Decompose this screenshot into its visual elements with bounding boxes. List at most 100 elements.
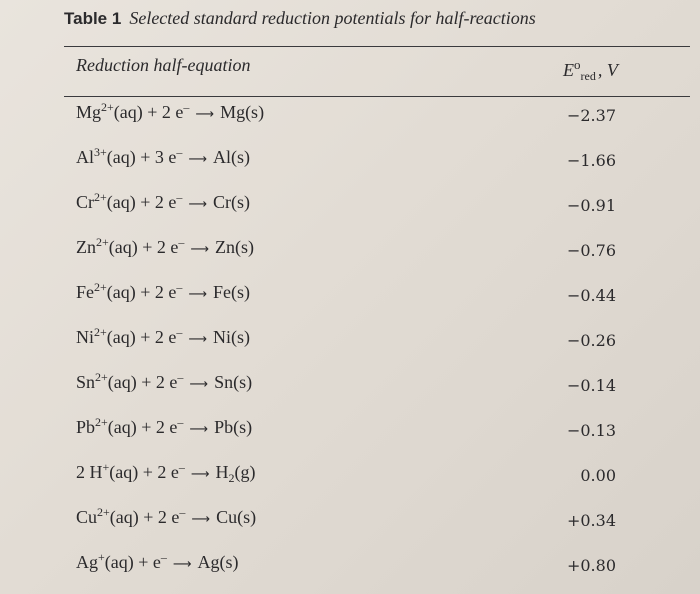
reaction-arrow-icon: ⟶ xyxy=(189,377,209,392)
electron-charge: – xyxy=(178,460,185,474)
top-rule xyxy=(64,46,690,47)
table-title: Selected standard reduction potentials f… xyxy=(129,8,536,28)
reactant-species: Al xyxy=(76,147,94,167)
table-row: Fe2+(aq) + 2 e– ⟶ Fe(s) −0.44 xyxy=(0,278,700,323)
reactant-state-electrons: (aq) + 3 e xyxy=(106,147,177,167)
reactant-state-electrons: (aq) + 2 e xyxy=(113,102,184,122)
potential-symbol: E xyxy=(563,60,574,80)
potential-value: +0.34 xyxy=(566,511,616,530)
reaction-arrow-icon: ⟶ xyxy=(188,152,208,167)
reactant-state-electrons: (aq) + 2 e xyxy=(107,372,178,392)
reactant-species: Cr xyxy=(76,192,94,212)
half-equation: Ni2+(aq) + 2 e– ⟶ Ni(s) xyxy=(76,325,250,348)
ion-charge: 2+ xyxy=(94,190,107,204)
ion-charge: 3+ xyxy=(94,145,107,159)
half-equation: Ag+(aq) + e– ⟶ Ag(s) xyxy=(76,550,239,573)
potential-value: −2.37 xyxy=(566,106,616,125)
electron-charge: – xyxy=(176,325,183,339)
product-species: Pb(s) xyxy=(214,417,253,437)
table-label: Table 1 xyxy=(64,9,122,28)
potential-value: −0.76 xyxy=(566,241,616,260)
reactant-state-electrons: (aq) + e xyxy=(104,552,161,572)
reaction-arrow-icon: ⟶ xyxy=(195,107,215,122)
ion-charge: 2+ xyxy=(96,235,109,249)
product-species: Cr(s) xyxy=(213,192,251,212)
potential-value: −0.44 xyxy=(566,286,616,305)
product-species: Ag(s) xyxy=(197,552,239,572)
half-equation: Fe2+(aq) + 2 e– ⟶ Fe(s) xyxy=(76,280,251,303)
ion-charge: 2+ xyxy=(97,505,110,519)
product-species: Mg(s) xyxy=(220,102,265,122)
ion-charge: 2+ xyxy=(101,100,114,114)
electron-charge: – xyxy=(177,415,184,429)
potential-value: −1.66 xyxy=(566,151,616,170)
electron-charge: – xyxy=(176,190,183,204)
reactant-state-electrons: (aq) + 2 e xyxy=(106,327,177,347)
table-caption: Table 1 Selected standard reduction poten… xyxy=(64,8,536,29)
potential-value: −0.26 xyxy=(566,331,616,350)
table-row: Ni2+(aq) + 2 e– ⟶ Ni(s) −0.26 xyxy=(0,323,700,368)
electron-charge: – xyxy=(160,550,167,564)
potential-unit: , V xyxy=(597,60,618,80)
potential-value: −0.13 xyxy=(566,421,616,440)
product-species: Sn(s) xyxy=(214,372,253,392)
reaction-arrow-icon: ⟶ xyxy=(188,332,208,347)
potential-subscript: red xyxy=(580,69,596,83)
potential-value: +0.80 xyxy=(566,556,616,575)
reaction-arrow-icon: ⟶ xyxy=(191,512,211,527)
table-row: 2 H+(aq) + 2 e– ⟶ H2(g) 0.00 xyxy=(0,458,700,503)
reaction-arrow-icon: ⟶ xyxy=(189,422,209,437)
potential-value: −0.14 xyxy=(566,376,616,395)
table-row: Ag+(aq) + e– ⟶ Ag(s) +0.80 xyxy=(0,548,700,593)
table-row: Pb2+(aq) + 2 e– ⟶ Pb(s) −0.13 xyxy=(0,413,700,458)
table-row: Mg2+(aq) + 2 e– ⟶ Mg(s) −2.37 xyxy=(0,98,700,143)
column-header-half-equation: Reduction half-equation xyxy=(76,55,251,75)
ion-charge: 2+ xyxy=(95,370,108,384)
electron-charge: – xyxy=(177,370,184,384)
ion-charge: + xyxy=(98,550,105,564)
half-equation: Al3+(aq) + 3 e– ⟶ Al(s) xyxy=(76,145,251,168)
product-species: H xyxy=(215,462,229,482)
half-equation: Cr2+(aq) + 2 e– ⟶ Cr(s) xyxy=(76,190,251,213)
potential-value: −0.91 xyxy=(566,196,616,215)
electron-charge: – xyxy=(179,505,186,519)
table-row: Cu2+(aq) + 2 e– ⟶ Cu(s) +0.34 xyxy=(0,503,700,548)
reactant-species: Pb xyxy=(76,417,96,437)
reactant-species: Fe xyxy=(76,282,94,302)
reactant-species: Ag xyxy=(76,552,98,572)
half-equation: Sn2+(aq) + 2 e– ⟶ Sn(s) xyxy=(76,370,253,393)
electron-charge: – xyxy=(183,100,190,114)
ion-charge: 2+ xyxy=(95,415,108,429)
ion-charge: 2+ xyxy=(94,280,107,294)
reactant-state-electrons: (aq) + 2 e xyxy=(108,237,179,257)
reaction-arrow-icon: ⟶ xyxy=(188,197,208,212)
product-subscript: 2 xyxy=(228,471,235,485)
table-body: Mg2+(aq) + 2 e– ⟶ Mg(s) −2.37 Al3+(aq) + 3 e… xyxy=(0,98,700,593)
product-species: Al(s) xyxy=(213,147,251,167)
reaction-arrow-icon: ⟶ xyxy=(172,557,192,572)
half-equation: Mg2+(aq) + 2 e– ⟶ Mg(s) xyxy=(76,100,265,123)
reactant-state-electrons: (aq) + 2 e xyxy=(109,462,179,482)
table-row: Cr2+(aq) + 2 e– ⟶ Cr(s) −0.91 xyxy=(0,188,700,233)
reaction-arrow-icon: ⟶ xyxy=(190,467,210,482)
potential-value: 0.00 xyxy=(580,466,616,485)
header-rule xyxy=(64,96,690,97)
reactant-species: 2 H xyxy=(76,462,103,482)
reaction-arrow-icon: ⟶ xyxy=(190,242,210,257)
table-row: Sn2+(aq) + 2 e– ⟶ Sn(s) −0.14 xyxy=(0,368,700,413)
reactant-state-electrons: (aq) + 2 e xyxy=(109,507,180,527)
electron-charge: – xyxy=(176,145,183,159)
half-equation: 2 H+(aq) + 2 e– ⟶ H2(g) xyxy=(76,460,256,485)
reactant-state-electrons: (aq) + 2 e xyxy=(106,282,177,302)
product-species: Fe(s) xyxy=(213,282,251,302)
electron-charge: – xyxy=(176,280,183,294)
reactant-species: Sn xyxy=(76,372,96,392)
ion-charge: 2+ xyxy=(94,325,107,339)
reactant-species: Mg xyxy=(76,102,102,122)
table-row: Al3+(aq) + 3 e– ⟶ Al(s) −1.66 xyxy=(0,143,700,188)
half-equation: Zn2+(aq) + 2 e– ⟶ Zn(s) xyxy=(76,235,254,258)
reaction-arrow-icon: ⟶ xyxy=(188,287,208,302)
reactant-state-electrons: (aq) + 2 e xyxy=(107,417,178,437)
product-species: Cu(s) xyxy=(216,507,257,527)
